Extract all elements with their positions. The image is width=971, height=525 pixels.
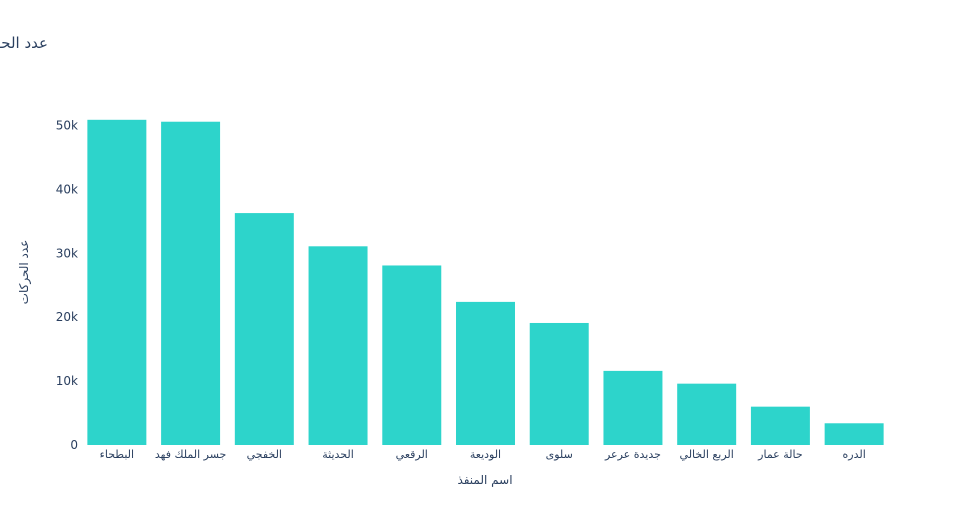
bar xyxy=(529,322,589,445)
x-tick-label: سلوى xyxy=(546,448,573,461)
bar xyxy=(677,383,737,445)
y-tick-label: 20k xyxy=(56,310,78,324)
x-axis-title: اسم المنفذ xyxy=(457,473,512,487)
y-tick-label: 0 xyxy=(70,438,78,452)
bar xyxy=(603,370,663,445)
x-tick-label: جسر الملك فهد xyxy=(155,448,226,461)
x-tick-label: حالة عمار xyxy=(757,448,802,461)
bar xyxy=(382,265,442,445)
bar xyxy=(161,121,221,445)
bar xyxy=(456,301,515,445)
x-tick-label: جديدة عرعر xyxy=(604,448,661,461)
bar xyxy=(750,406,810,445)
x-tick-label: البطحاء xyxy=(100,448,134,461)
bar xyxy=(308,246,368,445)
x-tick-label: الحديثة xyxy=(322,448,354,461)
bar xyxy=(234,213,294,445)
y-tick-label: 30k xyxy=(56,246,78,260)
x-tick-label: الرقعي xyxy=(396,448,428,461)
x-tick-label: الدره xyxy=(843,448,866,461)
x-tick-label: الخفجي xyxy=(247,448,282,461)
x-tick-layer: البطحاء جسر الملك فهد الخفجي الحديثة الرقعي ا… xyxy=(100,448,866,461)
y-tick-layer: 0 10k 20k 30k 40k 50k xyxy=(56,119,78,452)
chart-title: عدد الحركات في كل منفذ xyxy=(0,34,48,53)
bar xyxy=(824,423,884,445)
bar-layer xyxy=(87,119,884,446)
y-tick-label: 40k xyxy=(56,182,78,196)
y-axis-title: عدد الحركات xyxy=(17,240,32,305)
y-tick-label: 10k xyxy=(56,374,78,388)
bar xyxy=(87,119,147,446)
x-tick-label: الوديعة xyxy=(470,448,501,461)
x-tick-label: الربع الخالي xyxy=(680,448,734,461)
y-tick-label: 50k xyxy=(56,119,78,133)
